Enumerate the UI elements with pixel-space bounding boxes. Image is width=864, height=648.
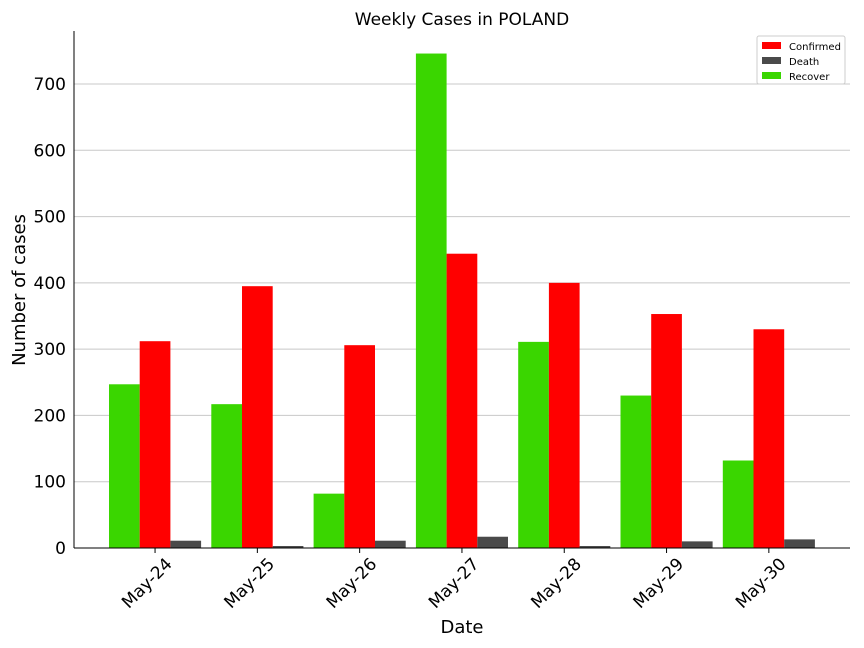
bar-recover-may-25 bbox=[211, 404, 242, 548]
bar-confirmed-may-25 bbox=[242, 286, 273, 548]
x-tick-label: May-30 bbox=[732, 554, 790, 612]
x-axis-label: Date bbox=[440, 617, 483, 638]
bar-recover-may-24 bbox=[109, 384, 140, 548]
bar-death-may-28 bbox=[579, 546, 611, 548]
y-tick-label: 300 bbox=[34, 340, 66, 360]
y-tick-label: 200 bbox=[34, 406, 66, 426]
x-tick-label: May-28 bbox=[527, 554, 585, 612]
bars-group bbox=[109, 53, 815, 549]
legend: Confirmed Death Recover bbox=[756, 35, 846, 85]
x-tick-label: May-26 bbox=[323, 554, 381, 612]
y-tick-label: 400 bbox=[34, 274, 66, 294]
chart-title: Weekly Cases in POLAND bbox=[355, 10, 569, 30]
legend-label-recover: Recover bbox=[789, 72, 830, 83]
legend-label-confirmed: Confirmed bbox=[789, 42, 841, 53]
x-tick-label: May-29 bbox=[630, 554, 688, 612]
x-tick-label: May-27 bbox=[425, 554, 483, 612]
y-axis-label: Number of cases bbox=[9, 214, 30, 366]
legend-swatch-death bbox=[762, 57, 781, 64]
bar-death-may-26 bbox=[375, 540, 406, 548]
x-tick-labels: May-24 May-25 May-26 May-27 May-28 May-29 May-… bbox=[118, 554, 790, 612]
bar-confirmed-may-27 bbox=[446, 253, 478, 548]
bar-confirmed-may-26 bbox=[344, 345, 375, 548]
bar-recover-may-27 bbox=[415, 53, 447, 549]
bar-confirmed-may-29 bbox=[651, 314, 682, 548]
bar-confirmed-may-28 bbox=[548, 282, 580, 548]
bar-recover-may-26 bbox=[313, 493, 345, 548]
y-tick-label: 700 bbox=[34, 75, 66, 95]
x-tick-label: May-25 bbox=[220, 554, 278, 612]
y-tick-label: 600 bbox=[34, 141, 66, 161]
legend-swatch-confirmed bbox=[762, 42, 781, 49]
bar-death-may-25 bbox=[272, 546, 304, 548]
bar-death-may-29 bbox=[681, 541, 713, 548]
y-tick-labels: 0 100 200 300 400 500 600 700 bbox=[34, 75, 66, 559]
bar-death-may-30 bbox=[784, 539, 815, 548]
bar-death-may-27 bbox=[477, 536, 508, 548]
y-tick-label: 500 bbox=[34, 208, 66, 228]
bar-confirmed-may-30 bbox=[753, 329, 785, 548]
legend-swatch-recover bbox=[762, 72, 781, 79]
bar-confirmed-may-24 bbox=[139, 341, 171, 548]
bar-recover-may-28 bbox=[518, 341, 549, 548]
legend-label-death: Death bbox=[789, 57, 819, 68]
x-tick-label: May-24 bbox=[118, 554, 176, 612]
bar-recover-may-29 bbox=[620, 395, 652, 548]
bar-recover-may-30 bbox=[722, 460, 754, 548]
y-tick-label: 100 bbox=[34, 473, 66, 493]
axes bbox=[73, 31, 850, 553]
bar-death-may-24 bbox=[170, 540, 202, 548]
y-tick-label: 0 bbox=[55, 539, 66, 559]
